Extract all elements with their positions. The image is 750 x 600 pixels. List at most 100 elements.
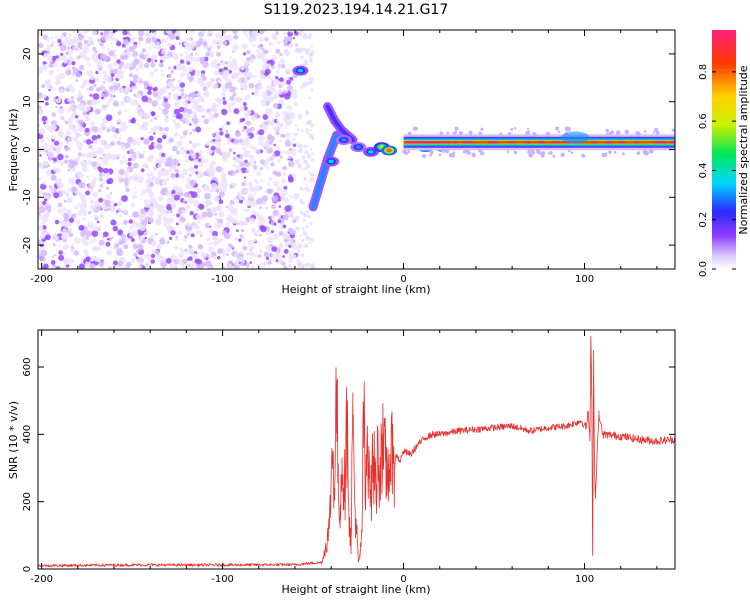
noise-speckle: [63, 259, 69, 265]
noise-speckle: [471, 152, 476, 158]
noise-speckle: [178, 42, 182, 45]
noise-speckle: [208, 51, 214, 57]
noise-speckle: [283, 42, 288, 47]
noise-speckle: [139, 263, 144, 267]
noise-speckle: [291, 93, 298, 99]
noise-speckle: [85, 105, 91, 112]
noise-speckle: [118, 66, 123, 70]
noise-speckle: [246, 50, 251, 55]
noise-speckle: [306, 188, 311, 193]
noise-speckle: [452, 151, 456, 155]
noise-speckle: [57, 107, 65, 115]
noise-speckle: [608, 132, 612, 135]
noise-speckle: [78, 126, 85, 133]
noise-speckle: [73, 250, 80, 256]
carrier-peak: [552, 141, 560, 144]
noise-speckle: [106, 89, 111, 94]
noise-speckle: [168, 197, 175, 203]
noise-speckle: [194, 258, 200, 264]
noise-speckle: [52, 147, 57, 151]
noise-speckle: [160, 69, 164, 73]
noise-speckle: [234, 131, 241, 138]
noise-speckle: [72, 74, 75, 78]
noise-speckle: [102, 81, 106, 84]
noise-speckle: [40, 183, 47, 190]
x-tick-label: -100: [211, 274, 234, 285]
noise-speckle: [68, 177, 75, 185]
noise-speckle: [267, 63, 271, 67]
noise-speckle: [130, 238, 135, 242]
noise-speckle: [257, 229, 260, 232]
noise-speckle: [259, 262, 265, 268]
noise-speckle: [277, 88, 284, 95]
noise-speckle: [153, 166, 158, 171]
noise-speckle: [70, 88, 76, 93]
snr-frame: [37, 329, 676, 570]
noise-speckle: [537, 151, 542, 155]
noise-speckle: [271, 55, 278, 61]
noise-speckle: [240, 167, 247, 174]
noise-speckle: [305, 235, 311, 241]
noise-speckle: [189, 131, 193, 135]
noise-speckle: [445, 149, 449, 154]
noise-speckle: [164, 117, 170, 123]
noise-speckle: [140, 193, 144, 196]
noise-speckle: [52, 243, 56, 247]
noise-speckle: [146, 185, 150, 189]
noise-speckle: [73, 125, 76, 128]
noise-speckle: [125, 187, 130, 193]
noise-speckle: [64, 146, 70, 152]
noise-speckle: [251, 227, 256, 233]
noise-speckle: [146, 172, 151, 178]
noise-speckle: [233, 108, 240, 115]
noise-speckle: [144, 42, 148, 45]
noise-speckle: [61, 117, 65, 120]
noise-speckle: [157, 182, 161, 187]
noise-speckle: [120, 101, 125, 106]
noise-speckle: [261, 195, 269, 202]
noise-speckle: [190, 233, 195, 238]
noise-speckle: [47, 79, 51, 82]
noise-speckle: [213, 222, 221, 229]
noise-speckle: [67, 46, 71, 50]
noise-speckle: [231, 60, 238, 67]
noise-speckle: [226, 214, 233, 222]
noise-speckle: [108, 266, 112, 269]
noise-speckle: [83, 30, 89, 34]
noise-speckle: [91, 30, 98, 36]
noise-speckle: [200, 234, 203, 237]
noise-speckle: [307, 214, 311, 219]
noise-speckle: [85, 138, 92, 145]
noise-speckle: [206, 237, 211, 242]
noise-speckle: [195, 126, 202, 133]
noise-speckle: [105, 194, 109, 198]
noise-speckle: [260, 225, 267, 233]
noise-speckle: [147, 210, 154, 217]
noise-speckle: [102, 153, 105, 156]
noise-speckle: [170, 230, 176, 236]
noise-speckle: [67, 188, 71, 192]
noise-speckle: [236, 229, 239, 233]
noise-speckle: [281, 261, 286, 266]
noise-speckle: [478, 148, 483, 153]
noise-speckle: [506, 150, 510, 154]
noise-speckle: [38, 206, 46, 214]
noise-speckle: [429, 153, 432, 157]
noise-speckle: [179, 82, 186, 88]
noise-speckle: [179, 63, 186, 70]
noise-speckle: [72, 137, 78, 142]
noise-speckle: [197, 220, 201, 224]
noise-speckle: [184, 235, 188, 239]
noise-speckle: [245, 263, 250, 268]
noise-speckle: [186, 150, 190, 154]
noise-speckle: [48, 69, 54, 76]
noise-speckle: [139, 53, 145, 60]
noise-speckle: [287, 85, 293, 92]
noise-speckle: [104, 199, 111, 206]
noise-speckle: [283, 185, 288, 190]
noise-speckle: [655, 130, 660, 135]
noise-speckle: [222, 188, 227, 192]
noise-speckle: [263, 49, 269, 55]
noise-speckle: [197, 97, 202, 102]
noise-speckle: [184, 111, 189, 117]
